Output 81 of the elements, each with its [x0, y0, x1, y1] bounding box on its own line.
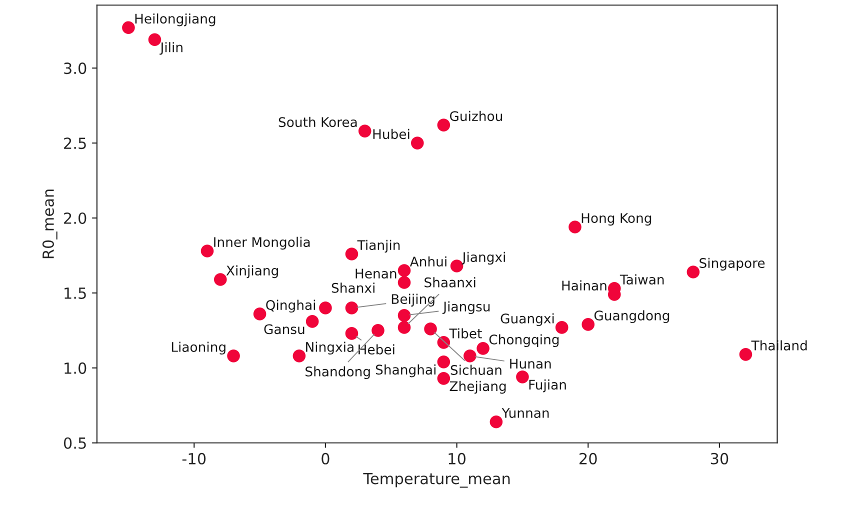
annotation: Gansu [264, 324, 304, 334]
point [424, 322, 437, 336]
y-tick-label: 3.0 [64, 62, 86, 74]
annotation: Singapore [700, 258, 765, 271]
y-tick-label: 1.0 [64, 362, 86, 374]
point [437, 372, 450, 385]
point [148, 33, 162, 46]
annotation: Tibet [449, 328, 482, 338]
annotation: Fujian [529, 379, 566, 392]
point [345, 302, 358, 314]
annotation: Shaanxi [424, 277, 476, 288]
annotation: Hebei [358, 344, 394, 354]
annotation: Jiangsu [442, 301, 490, 314]
annotation: Yunnan [502, 408, 549, 418]
annotation: Hainan [562, 280, 606, 291]
annotation: Henan [356, 268, 396, 279]
annotation: Sichuan [450, 364, 502, 375]
point [200, 244, 214, 258]
point [450, 260, 464, 272]
annotation: Anhui [410, 256, 446, 267]
point [490, 415, 503, 428]
annotation: Beijing [392, 294, 434, 307]
annotation: Jilin [160, 42, 182, 55]
point [555, 321, 568, 334]
point [319, 302, 332, 314]
annotation: Jiangxi [462, 252, 505, 265]
point [227, 350, 240, 362]
point [437, 118, 450, 132]
point [253, 308, 266, 320]
x-tick-label: 30 [710, 452, 728, 464]
annotation: Shanxi [332, 282, 374, 293]
y-tick-label: 0.5 [64, 437, 86, 449]
annotation: Liaoning [172, 342, 226, 355]
annotation: Taiwan [620, 274, 664, 285]
point [345, 248, 358, 260]
x-tick-label: 10 [448, 452, 466, 464]
annotation: Shanghai [376, 364, 436, 378]
annotation: Chongqing [489, 334, 559, 348]
point [306, 315, 319, 328]
point [739, 348, 752, 361]
annotation: Shandong [306, 366, 370, 380]
point [214, 273, 227, 286]
annotation: Guizhou [450, 110, 502, 122]
point [398, 309, 411, 322]
x-tick-label: 20 [580, 452, 597, 464]
annotation: Guangdong [594, 310, 670, 324]
point [345, 327, 358, 340]
y-axis-title: R0_mean [42, 190, 58, 258]
y-tick-label: 2.5 [64, 138, 86, 150]
annotation: Hubei [373, 128, 410, 140]
point [437, 356, 450, 368]
point [398, 276, 411, 289]
annotation: Hunan [510, 358, 551, 369]
point [398, 321, 411, 334]
point [398, 264, 411, 277]
x-tick-label: 0 [322, 452, 330, 464]
point [516, 370, 529, 384]
point [476, 342, 490, 355]
point [372, 324, 384, 337]
annotation: Ningxia [306, 342, 354, 355]
point [122, 21, 135, 34]
y-tick-label: 2.0 [64, 212, 86, 224]
annotation: Guangxi [500, 313, 554, 326]
annotation: Qinghai [266, 300, 316, 313]
x-tick-label: -10 [182, 452, 206, 464]
point [292, 350, 306, 362]
point [464, 350, 476, 362]
annotation: Zhejiang [450, 380, 506, 394]
annotation: South Korea [278, 116, 357, 128]
point [582, 318, 595, 331]
y-tick-label: 1.5 [64, 288, 86, 299]
annotation: Hong Kong [582, 213, 652, 226]
point [358, 124, 372, 138]
point [410, 136, 424, 150]
point [568, 220, 582, 234]
annotation: Tianjin [357, 240, 400, 253]
annotation: Inner Mongolia [214, 236, 310, 250]
point [686, 266, 700, 278]
annotation: Heilongjiang [135, 13, 216, 26]
x-axis-title: Temperature_mean [363, 472, 510, 488]
annotation: Xinjiang [226, 265, 278, 278]
